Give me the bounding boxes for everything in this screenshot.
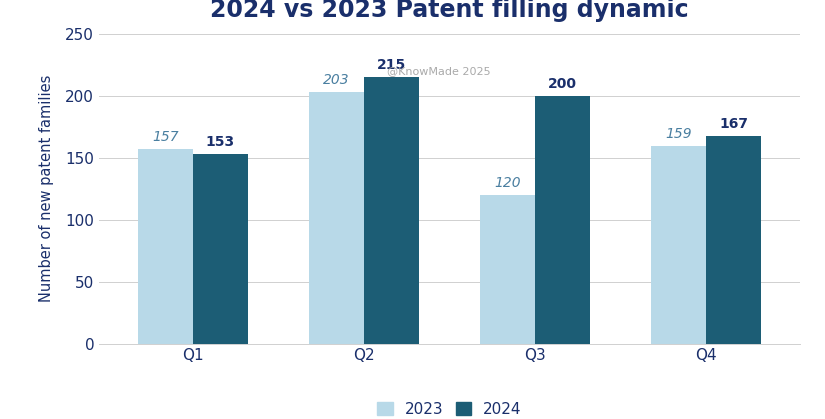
Bar [193,154,248,344]
Bar [706,137,761,344]
Text: 157: 157 [153,130,179,144]
Bar [309,92,364,344]
Text: 153: 153 [206,135,235,149]
Text: 159: 159 [666,127,692,142]
Text: @KnowMade 2025: @KnowMade 2025 [386,66,490,76]
Text: 200: 200 [548,77,577,91]
Text: 215: 215 [377,58,406,72]
Legend: 2023, 2024: 2023, 2024 [371,396,528,419]
Title: 2024 vs 2023 Patent filling dynamic: 2024 vs 2023 Patent filling dynamic [210,0,689,22]
Text: 167: 167 [719,117,748,132]
Text: 203: 203 [323,73,350,87]
Bar [364,77,419,344]
Bar [652,146,706,344]
Y-axis label: Number of new patent families: Number of new patent families [39,75,54,302]
Bar [535,96,590,344]
Text: 120: 120 [494,176,521,190]
Bar [480,195,535,344]
Bar [139,149,193,344]
